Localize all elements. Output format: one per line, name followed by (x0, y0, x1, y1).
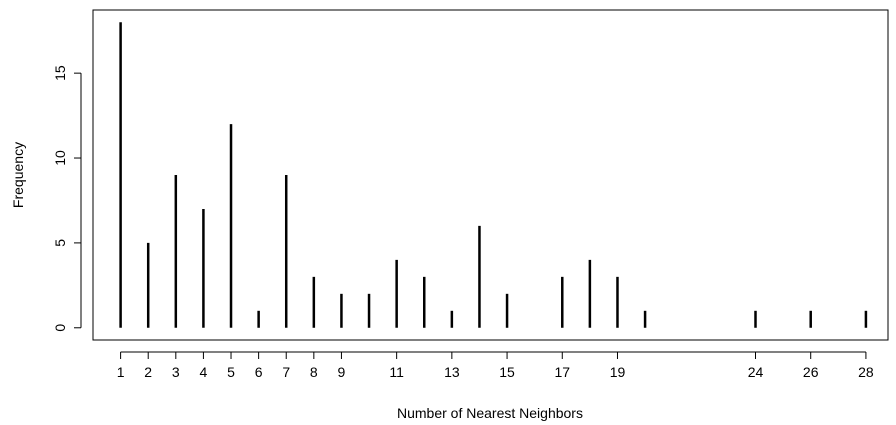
x-tick-label-9: 9 (338, 364, 346, 380)
x-tick-label-28: 28 (858, 364, 874, 380)
x-tick-label-1: 1 (117, 364, 125, 380)
x-tick-label-8: 8 (310, 364, 318, 380)
x-axis: 1 2 3 4 5 6 7 8 9 11 13 15 17 19 24 26 28 (117, 351, 874, 380)
x-axis-title: Number of Nearest Neighbors (397, 405, 583, 421)
x-tick-label-7: 7 (282, 364, 290, 380)
y-tick-label-10: 10 (52, 150, 68, 166)
y-axis-title: Frequency (10, 142, 26, 208)
y-tick-label-0: 0 (52, 324, 68, 332)
x-tick-label-24: 24 (748, 364, 764, 380)
x-tick-label-6: 6 (255, 364, 263, 380)
x-tick-label-19: 19 (610, 364, 626, 380)
x-tick-label-11: 11 (389, 364, 404, 380)
plot-frame (92, 9, 889, 341)
x-tick-label-13: 13 (444, 364, 460, 380)
y-axis: 0 5 10 15 (52, 65, 82, 332)
y-tick-label-5: 5 (52, 239, 68, 247)
x-tick-label-4: 4 (200, 364, 208, 380)
x-tick-label-17: 17 (554, 364, 570, 380)
bars (119, 22, 868, 328)
x-tick-label-15: 15 (499, 364, 515, 380)
x-tick-label-26: 26 (803, 364, 819, 380)
x-tick-label-3: 3 (172, 364, 180, 380)
x-tick-label-2: 2 (144, 364, 152, 380)
y-tick-label-15: 15 (52, 65, 68, 81)
x-tick-label-5: 5 (227, 364, 235, 380)
